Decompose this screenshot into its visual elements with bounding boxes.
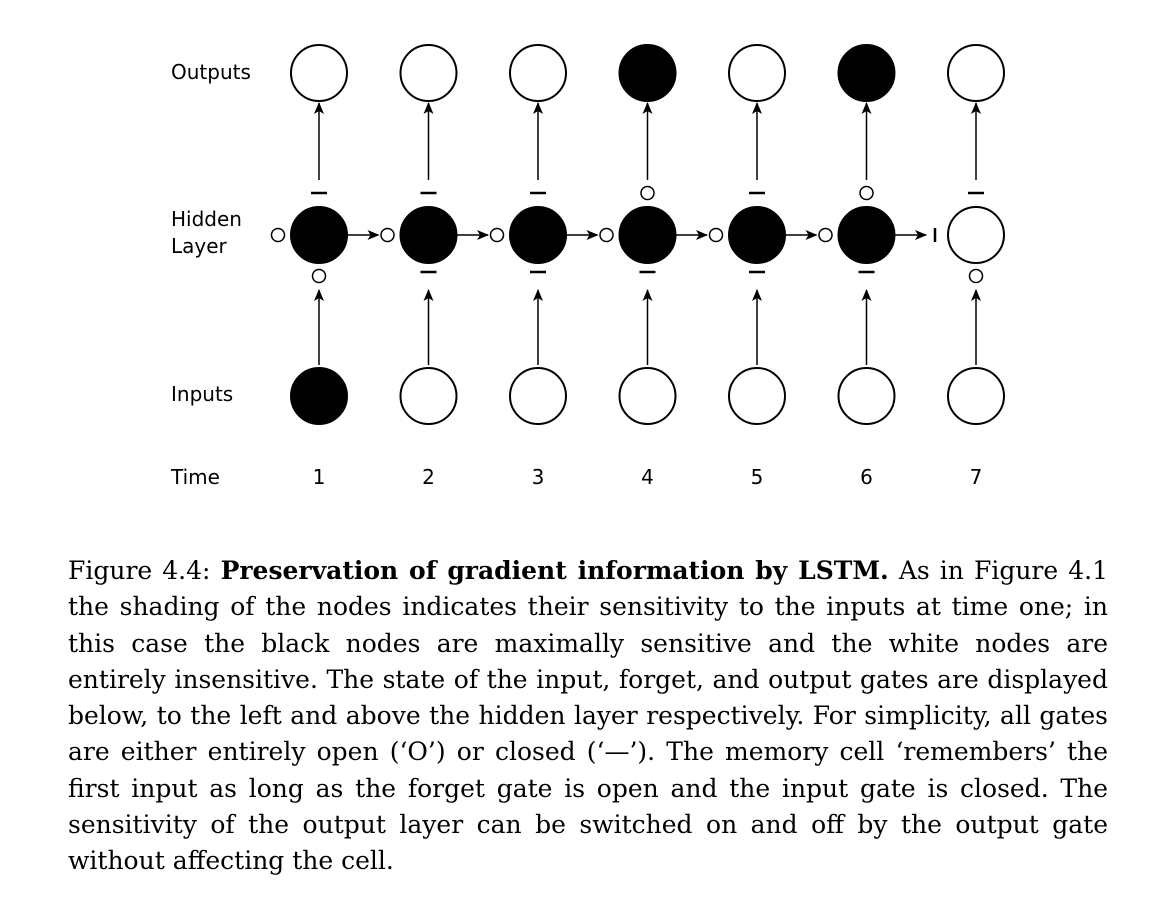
time-step-label: 4 bbox=[641, 465, 654, 489]
forget-gate-open bbox=[489, 227, 505, 243]
output-node bbox=[399, 44, 458, 102]
input-node bbox=[947, 367, 1005, 425]
figure-label: Figure 4.4: bbox=[68, 556, 211, 585]
time-step-label: 5 bbox=[751, 465, 764, 489]
time-step-label: 6 bbox=[860, 465, 873, 489]
forget-gate-open bbox=[270, 227, 286, 243]
output-node bbox=[290, 44, 348, 102]
input-gate-open bbox=[311, 268, 327, 284]
input-node bbox=[399, 367, 458, 425]
output-node bbox=[728, 44, 786, 102]
time-step-label: 7 bbox=[970, 465, 983, 489]
figure-caption: Figure 4.4: Preservation of gradient inf… bbox=[68, 553, 1108, 880]
forget-gate-open bbox=[599, 227, 614, 243]
hidden-node bbox=[837, 206, 896, 264]
hidden-node bbox=[509, 206, 567, 264]
time-step-label: 3 bbox=[532, 465, 545, 489]
output-node bbox=[618, 44, 677, 102]
input-node bbox=[837, 367, 896, 425]
input-node bbox=[290, 367, 348, 425]
hidden-node bbox=[290, 206, 348, 264]
output-gate-open bbox=[859, 185, 874, 201]
hidden-row-label-line2: Layer bbox=[171, 234, 228, 258]
inputs-row-label: Inputs bbox=[171, 382, 233, 406]
output-node bbox=[837, 44, 896, 102]
hidden-row-label-line1: Hidden bbox=[171, 207, 242, 231]
forget-gate-open bbox=[380, 227, 395, 243]
input-gate-open bbox=[968, 268, 984, 284]
input-node bbox=[728, 367, 786, 425]
outputs-row-label: Outputs bbox=[171, 60, 251, 84]
time-step-label: 1 bbox=[313, 465, 326, 489]
caption-title: Preservation of gradient information by … bbox=[220, 556, 889, 585]
time-row-label: Time bbox=[170, 465, 220, 489]
input-node bbox=[509, 367, 567, 425]
output-node bbox=[509, 44, 567, 102]
input-node bbox=[618, 367, 677, 425]
network-graph: 1 2 3 4 5 6 7 bbox=[270, 44, 1005, 489]
output-gate-open bbox=[640, 185, 655, 201]
output-node bbox=[947, 44, 1005, 102]
hidden-node bbox=[618, 206, 677, 264]
lstm-gradient-diagram: Outputs Hidden Layer Inputs Time 1 2 3 4 5 6 7 bbox=[170, 44, 1005, 489]
time-step-label: 2 bbox=[422, 465, 435, 489]
hidden-node bbox=[399, 206, 458, 264]
forget-gate-open bbox=[708, 227, 724, 243]
hidden-node bbox=[947, 206, 1005, 264]
hidden-node bbox=[728, 206, 786, 264]
forget-gate-open bbox=[818, 227, 833, 243]
caption-body: As in Figure 4.1 the shading of the node… bbox=[68, 556, 1109, 876]
